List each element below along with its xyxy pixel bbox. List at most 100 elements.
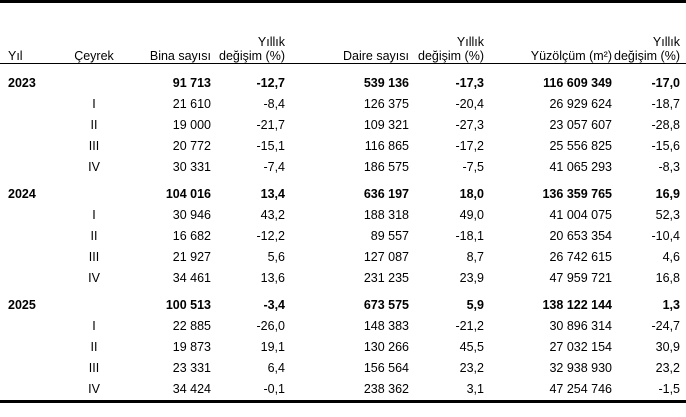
quarter-cell-empty <box>64 289 124 316</box>
quarter-label-cell: II <box>90 118 98 132</box>
quarter-value-cell: 23,2 <box>459 361 484 375</box>
total-value-cell: 116 609 349 <box>543 76 612 90</box>
quarter-cell-empty <box>64 64 124 95</box>
quarter-value-cell: 47 254 746 <box>549 382 612 396</box>
quarter-cell-empty <box>64 178 124 205</box>
column-header-bina-sayisi: Bina sayısı <box>124 1 211 64</box>
column-header-ceyrek: Çeyrek <box>64 1 124 64</box>
year-cell-empty <box>0 94 64 115</box>
column-header-daire-degisim-line2: değişim (%) <box>418 49 484 63</box>
quarter-value-cell: 109 321 <box>363 118 409 132</box>
quarter-value-cell: 8,7 <box>466 250 484 264</box>
quarter-value-cell: -15,1 <box>256 139 286 153</box>
quarter-value-cell: 19,1 <box>260 340 285 354</box>
year-cell-empty <box>0 136 64 157</box>
quarter-data-row: III 21 927 5,6 127 087 8,7 26 742 615 4,6 <box>0 247 686 268</box>
quarter-data-row: I 22 885 -26,0 148 383 -21,2 30 896 314 -24,7 <box>0 316 686 337</box>
quarter-data-row: II 19 000 -21,7 109 321 -27,3 23 057 607 -28,8 <box>0 115 686 136</box>
quarter-value-cell: 20 653 354 <box>549 229 612 243</box>
quarter-value-cell: -8,4 <box>263 97 285 111</box>
column-header-daire-degisim-line1: Yıllık <box>456 35 484 49</box>
quarter-value-cell: 156 564 <box>363 361 409 375</box>
quarter-data-row: II 16 682 -12,2 89 557 -18,1 20 653 354 -10,4 <box>0 226 686 247</box>
quarter-value-cell: 3,1 <box>466 382 484 396</box>
quarter-value-cell: 19 873 <box>172 340 211 354</box>
total-value-cell: 16,9 <box>655 187 680 201</box>
total-value-cell: 673 575 <box>363 298 409 312</box>
quarter-value-cell: 186 575 <box>363 160 409 174</box>
quarter-value-cell: 6,4 <box>267 361 285 375</box>
table-header: Yıl Çeyrek Bina sayısı Yıllık değişim (%) Dai… <box>0 1 686 64</box>
quarter-value-cell: -15,6 <box>651 139 681 153</box>
quarter-value-cell: -20,4 <box>455 97 485 111</box>
quarter-value-cell: 13,6 <box>260 271 285 285</box>
quarter-value-cell: 16 682 <box>172 229 211 243</box>
quarter-value-cell: 25 556 825 <box>549 139 612 153</box>
year-summary-row: 2023 91 713 -12,7 539 136 -17,3 116 609 349 -1… <box>0 64 686 95</box>
quarter-value-cell: 45,5 <box>459 340 484 354</box>
quarter-data-row: II 19 873 19,1 130 266 45,5 27 032 154 30,9 <box>0 337 686 358</box>
quarter-value-cell: 23,9 <box>459 271 484 285</box>
total-value-cell: -3,4 <box>263 298 285 312</box>
quarter-value-cell: 23 331 <box>172 361 211 375</box>
quarter-value-cell: 41 065 293 <box>549 160 612 174</box>
quarter-value-cell: 22 885 <box>172 319 211 333</box>
year-cell: 2023 <box>8 76 36 90</box>
total-value-cell: 5,9 <box>466 298 484 312</box>
quarter-value-cell: -17,2 <box>455 139 485 153</box>
quarter-data-row: III 20 772 -15,1 116 865 -17,2 25 556 825 -15,… <box>0 136 686 157</box>
quarter-value-cell: 27 032 154 <box>549 340 612 354</box>
quarter-data-row: IV 34 461 13,6 231 235 23,9 47 959 721 16,8 <box>0 268 686 289</box>
quarter-label-cell: I <box>92 319 96 333</box>
column-header-bina-degisim-line2: değişim (%) <box>219 49 285 63</box>
total-value-cell: 104 016 <box>165 187 211 201</box>
quarter-value-cell: 30 946 <box>172 208 211 222</box>
year-cell-empty <box>0 247 64 268</box>
quarter-value-cell: 20 772 <box>172 139 211 153</box>
quarter-value-cell: 127 087 <box>363 250 409 264</box>
column-header-yuzolcum-degisim: Yıllık değişim (%) <box>612 1 686 64</box>
quarter-data-row: IV 30 331 -7,4 186 575 -7,5 41 065 293 -8,3 <box>0 157 686 178</box>
quarter-value-cell: 34 424 <box>172 382 211 396</box>
quarter-value-cell: -1,5 <box>658 382 680 396</box>
quarter-value-cell: 30,9 <box>655 340 680 354</box>
quarter-value-cell: 30 896 314 <box>549 319 612 333</box>
column-header-bina-degisim-line1: Yıllık <box>257 35 285 49</box>
quarter-value-cell: 89 557 <box>370 229 409 243</box>
total-value-cell: 138 122 144 <box>542 298 612 312</box>
quarter-value-cell: -0,1 <box>263 382 285 396</box>
quarter-value-cell: 188 318 <box>363 208 409 222</box>
total-value-cell: 539 136 <box>363 76 409 90</box>
total-value-cell: 1,3 <box>662 298 680 312</box>
quarter-value-cell: -21,7 <box>256 118 286 132</box>
year-cell-empty <box>0 157 64 178</box>
year-cell-empty <box>0 337 64 358</box>
quarter-label-cell: I <box>92 97 96 111</box>
column-header-yil: Yıl <box>0 1 64 64</box>
quarter-value-cell: -27,3 <box>455 118 485 132</box>
total-value-cell: 13,4 <box>260 187 285 201</box>
table-body: 2023 91 713 -12,7 539 136 -17,3 116 609 349 -1… <box>0 64 686 402</box>
quarter-value-cell: 16,8 <box>655 271 680 285</box>
quarter-label-cell: IV <box>88 382 100 396</box>
year-cell-empty <box>0 205 64 226</box>
quarter-label-cell: II <box>90 340 98 354</box>
year-summary-row: 2024 104 016 13,4 636 197 18,0 136 359 765 16,… <box>0 178 686 205</box>
total-value-cell: -12,7 <box>256 76 286 90</box>
quarter-value-cell: 26 929 624 <box>549 97 612 111</box>
quarter-value-cell: 52,3 <box>655 208 680 222</box>
quarter-value-cell: 148 383 <box>363 319 409 333</box>
quarter-value-cell: 130 266 <box>363 340 409 354</box>
total-value-cell: -17,3 <box>455 76 485 90</box>
quarter-value-cell: 116 865 <box>364 139 409 153</box>
quarter-value-cell: 43,2 <box>260 208 285 222</box>
total-value-cell: 100 513 <box>165 298 211 312</box>
quarter-value-cell: 26 742 615 <box>549 250 612 264</box>
year-cell-empty <box>0 268 64 289</box>
quarter-value-cell: 231 235 <box>363 271 409 285</box>
year-summary-row: 2025 100 513 -3,4 673 575 5,9 138 122 144 1,3 <box>0 289 686 316</box>
quarter-data-row: I 30 946 43,2 188 318 49,0 41 004 075 52,3 <box>0 205 686 226</box>
total-value-cell: -17,0 <box>651 76 681 90</box>
quarter-value-cell: -21,2 <box>455 319 485 333</box>
quarter-value-cell: 47 959 721 <box>549 271 612 285</box>
